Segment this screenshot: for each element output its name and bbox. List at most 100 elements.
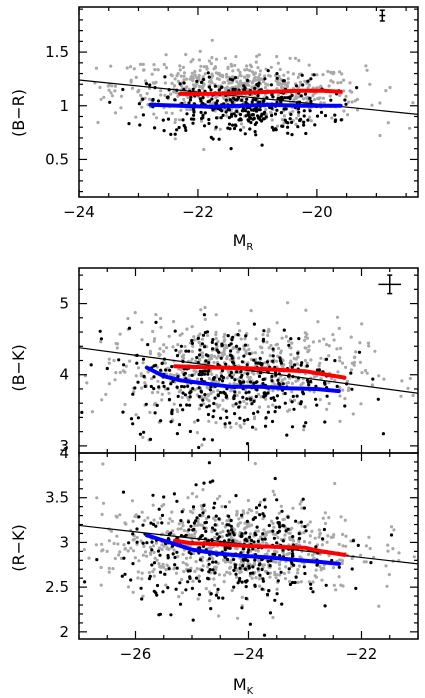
grey-point [196, 520, 200, 524]
grey-point [216, 389, 220, 393]
grey-point [123, 547, 127, 551]
grey-point [286, 77, 290, 81]
grey-point [183, 344, 187, 349]
black-point [221, 375, 225, 380]
grey-point [153, 337, 157, 341]
black-point [309, 77, 313, 81]
black-point [268, 611, 273, 615]
black-point [297, 337, 301, 341]
black-point [141, 357, 146, 361]
black-point [299, 400, 303, 404]
grey-point [148, 97, 152, 101]
black-point [173, 329, 177, 333]
grey-point [221, 398, 225, 402]
black-point [291, 394, 295, 398]
grey-point [306, 86, 310, 90]
grey-point [191, 77, 195, 81]
black-point [202, 372, 207, 376]
black-point [220, 369, 224, 373]
black-point [273, 476, 277, 481]
black-point [254, 380, 258, 385]
grey-point [349, 368, 354, 372]
grey-point [207, 546, 212, 550]
black-point [251, 98, 255, 102]
grey-point [197, 73, 201, 77]
black-point [202, 313, 206, 317]
black-point [157, 613, 161, 617]
grey-point [210, 56, 214, 60]
black-point [221, 596, 225, 600]
black-point [322, 527, 326, 532]
grey-point [289, 360, 293, 364]
grey-point [370, 103, 374, 107]
grey-point [186, 496, 190, 500]
grey-point [248, 532, 252, 536]
grey-point [273, 570, 277, 575]
black-point [289, 337, 293, 341]
black-point [206, 100, 210, 104]
black-point [122, 556, 126, 560]
black-point [261, 382, 265, 386]
black-point [198, 369, 202, 374]
grey-point [239, 337, 243, 341]
grey-point [205, 67, 209, 71]
grey-point [94, 543, 98, 547]
grey-point [208, 599, 212, 603]
black-point [251, 571, 255, 575]
grey-point [201, 524, 205, 528]
black-point [228, 77, 232, 81]
grey-point [338, 359, 342, 363]
black-point [229, 349, 233, 353]
black-point [253, 130, 257, 134]
black-point [186, 569, 190, 573]
grey-point [252, 76, 256, 81]
grey-point [268, 571, 272, 575]
grey-point [160, 392, 164, 396]
grey-point [242, 125, 246, 129]
black-point [261, 577, 265, 581]
grey-point [290, 381, 294, 386]
grey-point [292, 356, 296, 361]
grey-point [250, 65, 254, 69]
black-point [261, 579, 265, 583]
black-point [264, 115, 268, 119]
grey-point [258, 69, 263, 73]
points-bottom [82, 461, 416, 637]
grey-point [236, 524, 240, 528]
grey-point [134, 115, 138, 119]
black-point [175, 550, 179, 554]
grey-point [100, 398, 104, 402]
grey-point [388, 85, 392, 90]
black-point [201, 398, 205, 402]
grey-point [330, 116, 334, 120]
grey-point [222, 352, 226, 356]
grey-point [111, 567, 115, 571]
grey-point [202, 65, 206, 69]
black-point [178, 82, 182, 86]
black-point [131, 562, 135, 566]
y-axis-label-middle: (B−K) [9, 344, 28, 391]
black-point [315, 368, 319, 372]
grey-point [291, 72, 295, 76]
black-point [230, 100, 234, 104]
black-point [194, 576, 199, 580]
grey-point [116, 542, 120, 546]
black-point [192, 521, 196, 525]
black-point [276, 378, 280, 382]
black-point [295, 394, 299, 398]
black-point [343, 404, 347, 408]
grey-point [275, 550, 279, 554]
grey-point [172, 319, 176, 324]
grey-point [227, 81, 231, 85]
black-point [240, 580, 244, 584]
grey-point [200, 351, 205, 355]
grey-point [261, 333, 265, 337]
grey-point [85, 381, 89, 385]
grey-point [283, 577, 288, 581]
black-point [138, 123, 142, 127]
black-point [207, 404, 211, 408]
grey-point [160, 398, 164, 402]
grey-point [115, 346, 119, 350]
black-point [217, 535, 221, 539]
black-point [262, 329, 266, 333]
